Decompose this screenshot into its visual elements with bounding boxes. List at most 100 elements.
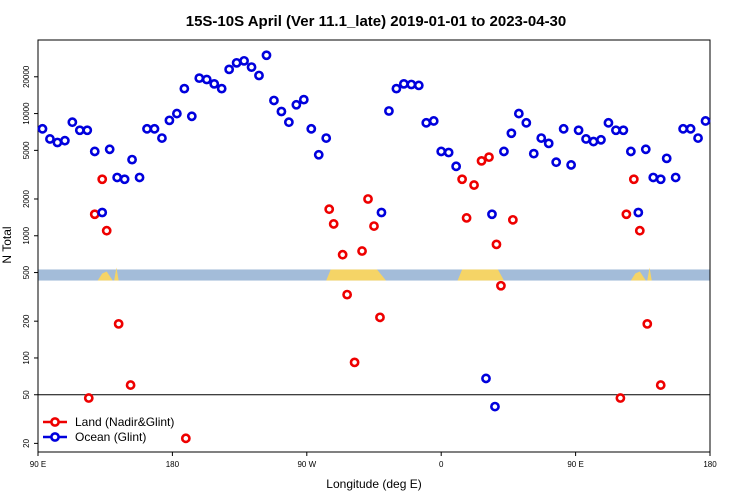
data-point [313, 149, 324, 160]
data-point [628, 174, 639, 185]
data-point [655, 174, 666, 185]
x-axis-label: Longitude (deg E) [326, 477, 421, 491]
data-point [499, 146, 509, 157]
data-point [375, 312, 385, 323]
data-point [119, 174, 130, 185]
y-tick-label: 10000 [22, 102, 31, 125]
plot-frame [37, 39, 711, 453]
data-point [342, 289, 353, 300]
data-point [581, 134, 591, 144]
data-point [97, 207, 108, 218]
data-point [74, 125, 85, 136]
data-point [551, 157, 562, 168]
data-point [596, 134, 606, 145]
data-point [476, 155, 487, 166]
legend-swatch-marker [50, 432, 60, 442]
x-axis: 90 E 180 90 W 0 90 E 180 [30, 452, 717, 469]
data-point [171, 108, 182, 119]
data-point [558, 123, 569, 134]
land-americas [326, 269, 386, 281]
data-point [685, 123, 696, 134]
x-tick-label: 0 [439, 460, 444, 469]
y-tick-label: 20000 [22, 65, 31, 88]
data-point [357, 246, 367, 256]
data-point [615, 393, 626, 403]
data-point [640, 144, 651, 155]
data-point [83, 393, 94, 403]
legend-entry: Ocean (Glint) [75, 430, 146, 444]
data-point [490, 401, 500, 412]
data-point [700, 116, 711, 126]
data-point [398, 78, 409, 89]
data-point [201, 74, 212, 85]
x-tick-label: 180 [703, 460, 717, 469]
data-point [573, 125, 584, 136]
data-point [513, 108, 524, 119]
data-point [384, 106, 394, 116]
data-point [89, 209, 100, 220]
data-point [391, 83, 402, 94]
y-tick-label: 2000 [22, 190, 31, 208]
data-point [528, 148, 539, 159]
data-point [634, 225, 645, 236]
data-point [625, 146, 636, 157]
data-point [112, 172, 123, 183]
data-point [142, 123, 152, 134]
land-islands-1 [97, 271, 113, 281]
data-point [125, 380, 136, 390]
data-point [655, 380, 666, 390]
data-point [113, 319, 124, 329]
data-point [481, 373, 491, 384]
data-point [209, 78, 220, 89]
legend-entry: Land (Nadir&Glint) [75, 415, 174, 429]
legend: Land (Nadir&Glint)Ocean (Glint) [43, 415, 174, 444]
data-point [157, 133, 167, 143]
data-point [421, 117, 432, 128]
x-tick-label: 180 [166, 460, 180, 469]
y-tick-label: 5000 [22, 141, 31, 159]
data-point [487, 209, 497, 220]
data-points [37, 50, 711, 444]
data-point [436, 146, 447, 157]
data-point [588, 136, 599, 147]
land-islands-2 [114, 267, 119, 281]
data-point [298, 94, 309, 105]
x-tick-label: 90 W [297, 460, 316, 469]
series-land [83, 152, 666, 444]
y-tick-label: 200 [22, 314, 31, 328]
data-point [45, 134, 55, 144]
legend-swatch-marker [50, 417, 60, 427]
data-point [413, 80, 424, 91]
data-point [507, 214, 518, 225]
data-point [484, 152, 494, 163]
data-point [52, 137, 63, 148]
data-point [376, 207, 387, 218]
data-point [461, 213, 472, 223]
data-point [261, 50, 272, 61]
data-point [603, 117, 614, 128]
data-point [678, 123, 689, 134]
data-point [59, 135, 70, 146]
data-point [469, 180, 479, 190]
land-islands-4 [647, 267, 652, 281]
data-point [621, 209, 632, 220]
data-point [506, 128, 517, 139]
data-point [611, 125, 621, 136]
y-axis-label: N Total [0, 226, 14, 263]
data-point [283, 117, 294, 128]
data-point [363, 194, 373, 204]
chart-title: 15S-10S April (Ver 11.1_late) 2019-01-01… [186, 13, 567, 30]
data-point [428, 116, 439, 126]
data-point [231, 57, 242, 68]
data-point [37, 123, 48, 134]
data-point [216, 83, 227, 94]
data-point [566, 160, 577, 170]
y-tick-label: 1000 [22, 226, 31, 244]
data-point [186, 111, 197, 122]
x-tick-label: 90 E [30, 460, 46, 469]
data-point [406, 79, 417, 90]
data-point [89, 146, 100, 157]
data-point [276, 106, 287, 117]
data-point [349, 357, 360, 368]
